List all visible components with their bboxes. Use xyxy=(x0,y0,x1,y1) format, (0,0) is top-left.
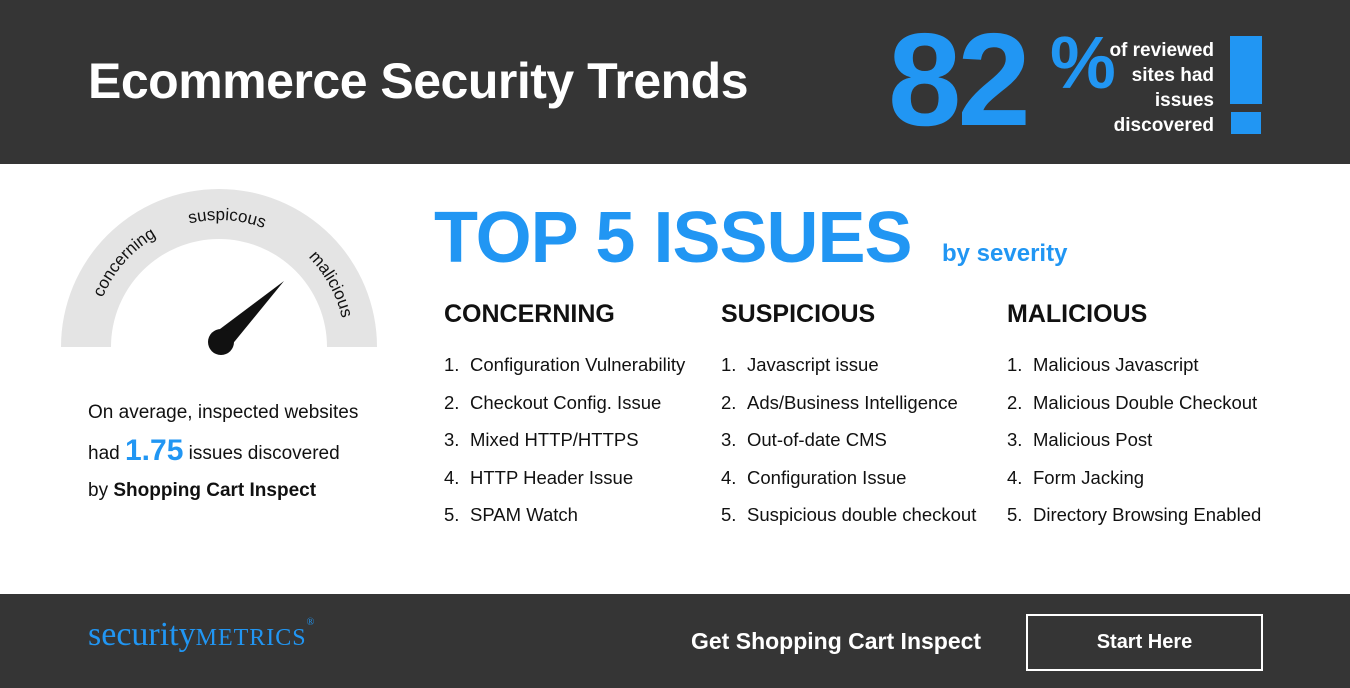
list-label: Javascript issue xyxy=(747,354,879,375)
list-item: 5. Suspicious double checkout xyxy=(721,504,976,542)
logo-part-1: security xyxy=(88,616,196,653)
list-item: 3. Malicious Post xyxy=(1007,429,1261,467)
list-label: Out-of-date CMS xyxy=(747,429,887,451)
list-item: 1. Malicious Javascript xyxy=(1007,354,1261,392)
column-suspicious: SUSPICIOUS 1. Javascript issue 2. Ads/Busi… xyxy=(721,300,976,542)
average-line-2: had 1.75 issues discovered xyxy=(88,432,388,473)
stat-caption-line: issues xyxy=(1154,90,1214,111)
list-label: Configuration Vulnerability xyxy=(470,354,686,375)
list-item: 3. Mixed HTTP/HTTPS xyxy=(444,429,685,467)
list-item: 3. Out-of-date CMS xyxy=(721,429,976,467)
list-number: 5. xyxy=(1007,504,1023,526)
logo-part-2: METRICS xyxy=(195,625,307,651)
list-item: 1. Configuration Vulnerability xyxy=(444,354,685,392)
list-item: 4. HTTP Header Issue xyxy=(444,467,685,505)
list-label: Configuration Issue xyxy=(747,466,907,488)
start-here-button[interactable]: Start Here xyxy=(1026,614,1263,671)
stat-number: 82 xyxy=(888,6,1031,153)
list-number: 3. xyxy=(444,429,460,451)
list-item: 2. Checkout Config. Issue xyxy=(444,392,685,430)
list-number: 1. xyxy=(1007,354,1023,375)
list-number: 5. xyxy=(721,504,737,526)
list-label: Checkout Config. Issue xyxy=(470,391,662,413)
list-label: Directory Browsing Enabled xyxy=(1033,504,1262,526)
list-number: 5. xyxy=(444,504,460,526)
list-label: Suspicious double checkout xyxy=(747,504,977,526)
severity-gauge: concerning suspicous malicious xyxy=(61,189,377,355)
list-number: 1. xyxy=(721,354,737,375)
list-item: 1. Javascript issue xyxy=(721,354,976,392)
list-label: Ads/Business Intelligence xyxy=(747,391,958,413)
list-item: 2. Malicious Double Checkout xyxy=(1007,392,1261,430)
gauge-track xyxy=(61,189,377,347)
average-line-1: On average, inspected websites xyxy=(88,402,359,423)
list-item: 4. Form Jacking xyxy=(1007,467,1261,505)
list-number: 2. xyxy=(1007,391,1023,413)
average-line-2-prefix: had xyxy=(88,442,125,464)
list-label: Malicious Post xyxy=(1033,429,1153,451)
list-label: HTTP Header Issue xyxy=(470,466,634,488)
list-label: SPAM Watch xyxy=(470,504,578,526)
issue-list: 1. Javascript issue 2. Ads/Business Intell… xyxy=(721,354,976,542)
column-heading: SUSPICIOUS xyxy=(721,300,876,328)
list-number: 4. xyxy=(444,466,460,488)
gauge-needle-icon xyxy=(208,281,284,355)
header-band xyxy=(0,0,1350,164)
list-item: 2. Ads/Business Intelligence xyxy=(721,392,976,430)
issue-list: 1. Configuration Vulnerability 2. Checkout… xyxy=(444,354,685,542)
column-malicious: MALICIOUS 1. Malicious Javascript 2. Malic… xyxy=(1007,300,1261,542)
cta-text: Get Shopping Cart Inspect xyxy=(691,628,982,654)
list-number: 2. xyxy=(444,391,460,413)
average-issues-value: 1.75 xyxy=(124,433,184,467)
top5-title: TOP 5 ISSUES xyxy=(434,198,913,278)
list-item: 5. SPAM Watch xyxy=(444,504,685,542)
column-heading: CONCERNING xyxy=(444,300,615,328)
issue-list: 1. Malicious Javascript 2. Malicious Doubl… xyxy=(1007,354,1261,542)
list-number: 2. xyxy=(721,391,737,413)
list-label: Mixed HTTP/HTTPS xyxy=(470,429,639,451)
average-line-3-prefix: by xyxy=(88,480,114,501)
list-item: 5. Directory Browsing Enabled xyxy=(1007,504,1261,542)
list-label: Malicious Double Checkout xyxy=(1033,391,1258,413)
securitymetrics-logo[interactable]: securityMETRICS® xyxy=(88,618,314,652)
column-heading: MALICIOUS xyxy=(1007,300,1148,328)
average-brand: Shopping Cart Inspect xyxy=(113,480,317,501)
list-number: 3. xyxy=(1007,429,1023,451)
stat-percent-sign: % xyxy=(1050,21,1116,104)
exclamation-icon xyxy=(1228,36,1264,134)
stat-caption: of reviewed sites had issues discovered xyxy=(1100,38,1214,138)
stat-caption-line: of reviewed xyxy=(1109,40,1214,61)
average-issues-text: On average, inspected websites had 1.75 … xyxy=(88,394,388,510)
average-line-2-suffix: issues discovered xyxy=(183,442,340,464)
stat-caption-line: discovered xyxy=(1113,115,1214,136)
list-number: 1. xyxy=(444,354,460,375)
top5-subtitle: by severity xyxy=(942,240,1068,267)
list-item: 4. Configuration Issue xyxy=(721,467,976,505)
list-number: 3. xyxy=(721,429,737,451)
list-label: Malicious Javascript xyxy=(1033,354,1199,375)
list-number: 4. xyxy=(721,466,737,488)
logo-registered: ® xyxy=(306,617,315,628)
average-line-3: by Shopping Cart Inspect xyxy=(88,472,388,510)
footer-band xyxy=(0,594,1350,688)
list-number: 4. xyxy=(1007,466,1023,488)
column-concerning: CONCERNING 1. Configuration Vulnerability… xyxy=(444,300,685,542)
list-label: Form Jacking xyxy=(1033,466,1145,488)
page-title: Ecommerce Security Trends xyxy=(88,53,749,109)
stat-caption-line: sites had xyxy=(1131,65,1214,86)
